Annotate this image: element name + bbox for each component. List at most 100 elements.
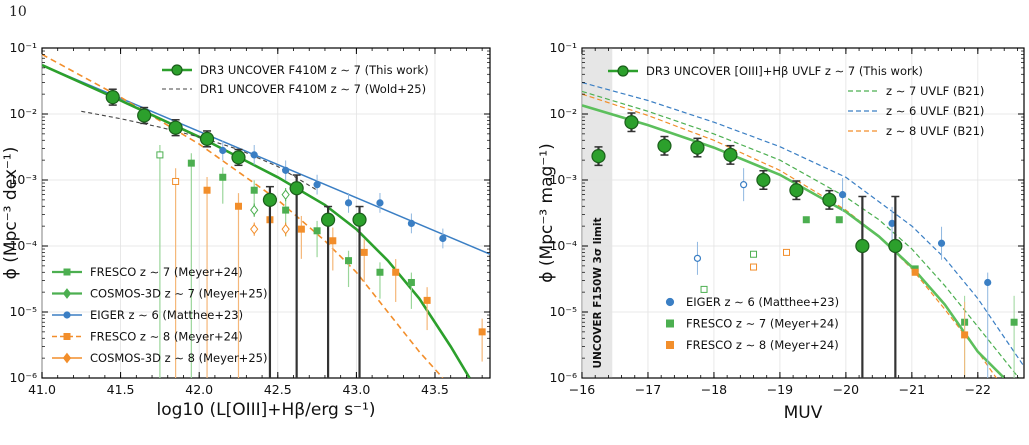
data-point	[281, 223, 290, 235]
data-point	[439, 234, 447, 243]
y-tick-label: 10⁻¹	[9, 40, 37, 55]
left-legend-top: DR3 UNCOVER F410M z ∼ 7 (This work) DR1 U…	[162, 63, 429, 96]
data-point	[345, 257, 353, 265]
data-point	[376, 268, 384, 276]
x-tick-label: −20	[833, 382, 859, 397]
data-point	[344, 199, 353, 207]
data-point	[591, 149, 606, 164]
data-point	[888, 238, 903, 254]
legend-entry: FRESCO z ∼ 8 (Meyer+24)	[686, 338, 839, 352]
legend-entry: EIGER z ∼ 6 (Matthee+23)	[90, 308, 243, 322]
data-point	[835, 216, 843, 224]
data-point	[783, 248, 791, 256]
data-point	[802, 216, 810, 224]
y-tick-label: 10⁻⁵	[549, 304, 577, 319]
data-point	[62, 288, 72, 299]
legend-entry: z ∼ 7 UVLF (B21)	[886, 84, 984, 98]
x-tick-label: −22	[965, 382, 991, 397]
data-point	[63, 311, 71, 319]
x-tick-label: 41.0	[28, 382, 56, 397]
data-point	[219, 146, 227, 155]
data-point	[789, 183, 804, 198]
x-tick-label: 43.5	[421, 382, 449, 397]
x-tick-label: 41.5	[107, 382, 135, 397]
legend-entry: COSMOS-3D z ∼ 7 (Meyer+25)	[90, 287, 267, 301]
data-point	[984, 278, 992, 287]
data-point	[234, 202, 242, 210]
data-point	[407, 278, 415, 286]
data-point	[961, 331, 969, 339]
data-point	[838, 191, 847, 199]
x-tick-label: 43.0	[342, 382, 370, 397]
limit-band-label: UNCOVER F150W 3σ limit	[592, 218, 604, 369]
data-point	[156, 151, 164, 159]
data-point	[666, 341, 674, 349]
curve	[582, 81, 1024, 367]
data-point	[1010, 318, 1018, 326]
data-point	[313, 227, 321, 235]
legend-entry: EIGER z ∼ 6 (Matthee+23)	[686, 295, 839, 309]
data-point	[199, 131, 215, 146]
data-point	[63, 333, 71, 340]
data-point	[313, 181, 321, 189]
y-tick-label: 10⁻³	[549, 172, 577, 187]
data-point	[665, 297, 675, 307]
data-point	[690, 140, 705, 155]
legend-entry: COSMOS-3D z ∼ 8 (Meyer+25)	[90, 351, 267, 365]
right-grid	[581, 48, 1024, 378]
curve	[582, 93, 998, 378]
y-tick-label: 10⁻⁴	[9, 238, 37, 253]
data-point	[360, 248, 368, 256]
right-legend-top: DR3 UNCOVER [OIII]+Hβ UVLF z ∼ 7 (This w…	[608, 64, 984, 138]
y-tick-label: 10⁻⁴	[549, 238, 577, 253]
legend-entry: z ∼ 8 UVLF (B21)	[886, 124, 984, 138]
data-point	[63, 268, 71, 276]
data-point	[282, 206, 290, 214]
x-tick-label: 42.0	[185, 382, 213, 397]
left-legend-bottom: FRESCO z ∼ 7 (Meyer+24) COSMOS-3D z ∼ 7 (…	[52, 265, 267, 365]
legend-entry: DR3 UNCOVER F410M z ∼ 7 (This work)	[200, 63, 429, 77]
page-number: 10	[9, 4, 27, 20]
y-tick-label: 10⁻⁶	[9, 370, 37, 385]
y-tick-label: 10⁻⁵	[9, 304, 37, 319]
right-points	[591, 112, 1018, 378]
data-point	[282, 166, 290, 174]
data-point	[281, 189, 290, 200]
legend-entry: DR3 UNCOVER [OIII]+Hβ UVLF z ∼ 7 (This w…	[646, 64, 923, 78]
x-tick-label: −19	[767, 382, 793, 397]
data-point	[423, 296, 431, 304]
data-point	[289, 181, 304, 196]
data-point	[203, 186, 211, 194]
data-point	[756, 172, 771, 188]
data-point	[187, 159, 195, 167]
data-point	[297, 225, 305, 233]
x-tick-label: −16	[569, 382, 595, 397]
data-point	[320, 212, 336, 227]
data-point	[657, 138, 672, 153]
data-point	[624, 115, 639, 130]
data-point	[352, 212, 367, 227]
data-point	[407, 219, 416, 228]
x-tick-label: 42.5	[264, 382, 292, 397]
data-point	[172, 177, 180, 185]
left-x-ticks: 41.0 41.5 42.0 42.5 43.0 43.5	[28, 48, 483, 397]
data-point	[700, 285, 708, 293]
x-tick-label: −17	[635, 382, 661, 397]
left-x-axis-label: log10 (L[OIII]+Hβ/erg s⁻¹)	[157, 400, 376, 420]
left-grid	[41, 48, 490, 378]
data-point	[723, 147, 738, 163]
legend-entry: FRESCO z ∼ 7 (Meyer+24)	[90, 265, 243, 279]
data-point	[376, 199, 384, 207]
right-panel: UNCOVER F150W 3σ limit −16 −17 −18 −19 −20 −2…	[537, 40, 1025, 423]
legend-entry: DR1 UNCOVER F410M z ∼ 7 (Wold+25)	[200, 82, 426, 96]
data-point	[250, 223, 259, 235]
x-tick-label: −21	[899, 382, 925, 397]
y-tick-label: 10⁻³	[9, 172, 37, 187]
data-point	[137, 108, 152, 123]
x-tick-label: −18	[701, 382, 727, 397]
data-point	[740, 181, 748, 189]
data-point	[666, 319, 674, 328]
y-tick-label: 10⁻²	[549, 106, 577, 121]
data-point	[219, 173, 227, 181]
right-y-axis-label: ϕ (Mpc⁻³ mag⁻¹)	[537, 143, 557, 282]
